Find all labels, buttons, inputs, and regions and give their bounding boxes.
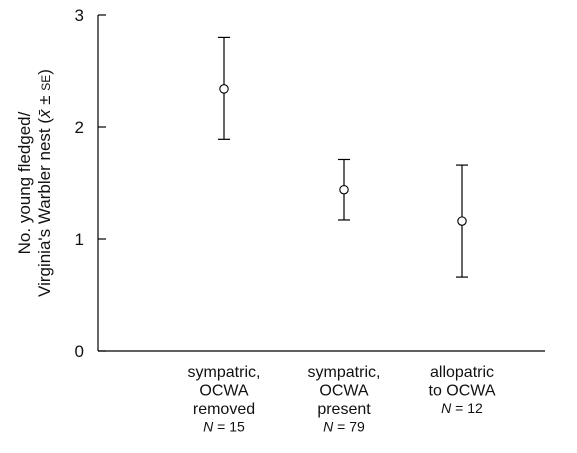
y-tick-label: 1 xyxy=(75,230,84,249)
y-tick-label: 3 xyxy=(75,6,84,25)
mean-point xyxy=(219,84,229,94)
y-axis-title: No. young fledged/Virginia's Warbler nes… xyxy=(15,69,54,297)
axes xyxy=(97,15,545,352)
error-bar xyxy=(338,158,350,221)
category-label-line: OCWA xyxy=(199,383,249,400)
category-label-line: to OCWA xyxy=(429,383,496,400)
error-bar xyxy=(456,164,468,278)
mean-point xyxy=(339,184,349,195)
sample-size-label: N = 12 xyxy=(441,400,483,416)
mean-point xyxy=(457,216,467,226)
sample-size-label: N = 15 xyxy=(203,419,245,435)
error-bar xyxy=(218,36,230,140)
y-tick-label: 0 xyxy=(75,342,84,361)
category-label-line: sympatric, xyxy=(188,364,261,381)
sample-size-label: N = 79 xyxy=(323,419,365,435)
data-marks xyxy=(218,36,468,278)
category-label-line: sympatric, xyxy=(308,364,381,381)
y-ticks: 0 1 2 3 xyxy=(75,6,106,361)
category-label-line: present xyxy=(317,401,371,418)
category-label-line: removed xyxy=(193,401,255,418)
category-label-line: allopatric xyxy=(430,364,494,381)
category-label-line: OCWA xyxy=(319,383,369,400)
y-tick-label: 2 xyxy=(75,118,84,137)
